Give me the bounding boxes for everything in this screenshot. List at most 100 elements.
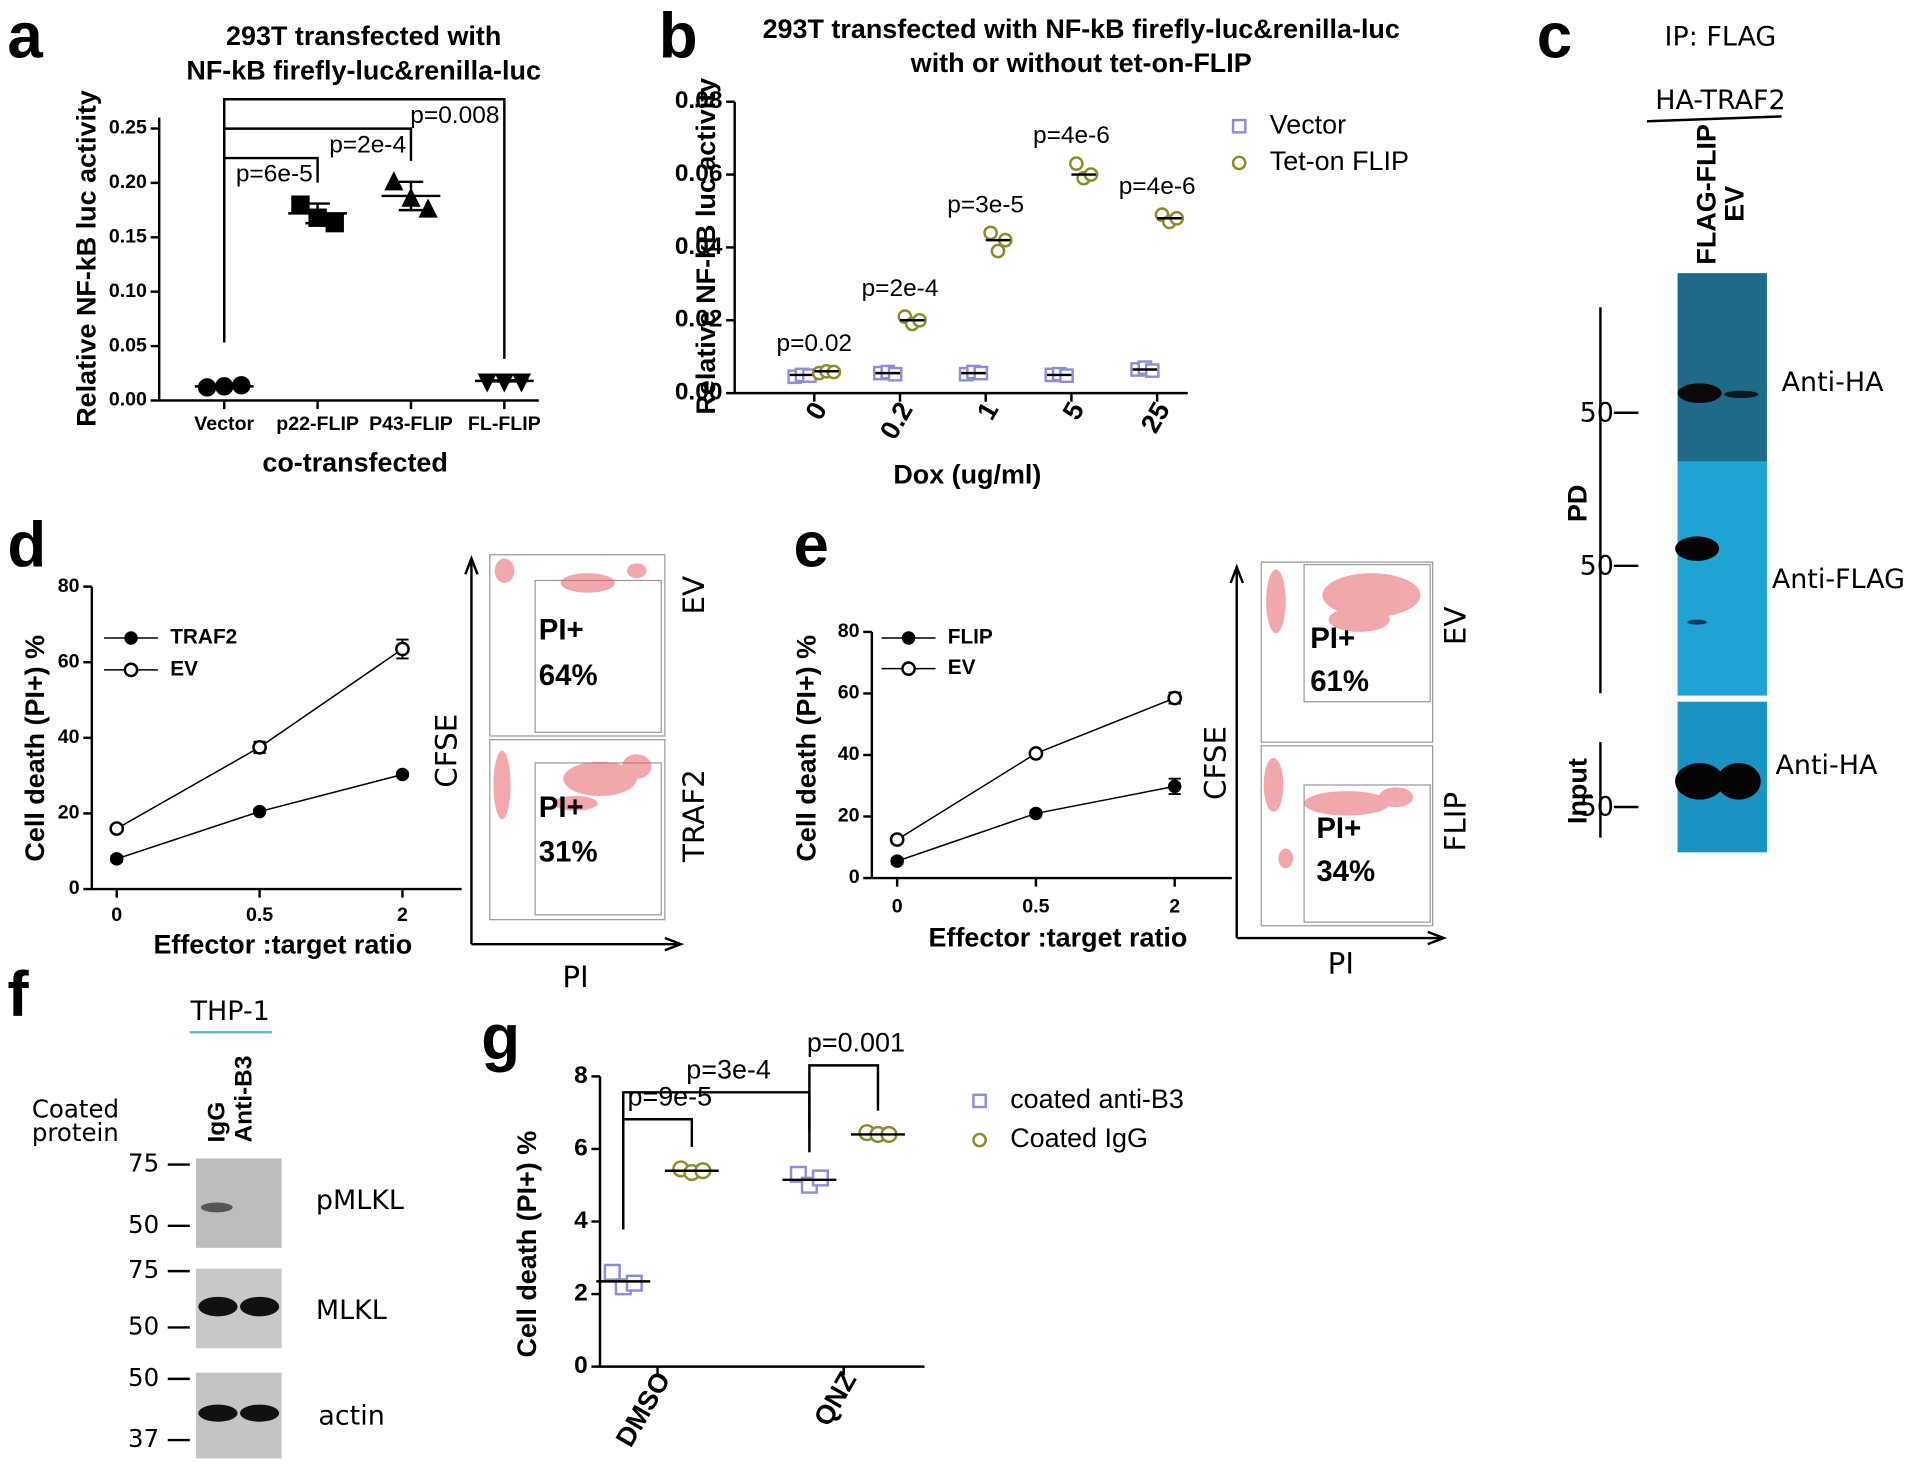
legend-marker bbox=[972, 1132, 987, 1148]
mw-marker: 50 bbox=[128, 1210, 159, 1239]
legend-label: EV bbox=[948, 656, 976, 679]
cell-line: THP-1 bbox=[190, 996, 270, 1027]
blot-title: IP: FLAG bbox=[1665, 22, 1777, 53]
band bbox=[200, 1202, 233, 1213]
marker bbox=[1068, 156, 1084, 171]
marker bbox=[890, 854, 904, 868]
y-tick-label: 0.25 bbox=[109, 117, 147, 139]
flow-density bbox=[1263, 569, 1421, 869]
error-bar bbox=[492, 379, 517, 383]
legend-marker bbox=[124, 631, 138, 645]
marker-ticks bbox=[167, 1163, 190, 1442]
significance-bracket bbox=[808, 1064, 880, 1132]
blot-membrane bbox=[195, 1158, 282, 1248]
panel-label: d bbox=[7, 510, 46, 581]
p-value: p=4e-6 bbox=[1033, 122, 1110, 149]
x-axis-label: Effector :target ratio bbox=[929, 922, 1188, 952]
p-value: p=0.02 bbox=[777, 330, 853, 357]
y-tick-label: 80 bbox=[838, 620, 860, 642]
x-tick-label: 0.5 bbox=[1022, 896, 1049, 918]
x-tick-label: 0 bbox=[111, 904, 122, 926]
gate-percent: 34% bbox=[1316, 855, 1375, 888]
flow-axes bbox=[1229, 563, 1448, 946]
y-tick-label: 2 bbox=[574, 1280, 588, 1307]
lane-label: EV bbox=[1719, 186, 1749, 222]
legend-marker bbox=[1231, 155, 1247, 171]
marker bbox=[990, 243, 1006, 259]
blot-f: THP-1 IgG Anti-B3 Coated protein 75 50 7… bbox=[32, 996, 404, 1459]
marker bbox=[1029, 806, 1043, 821]
lane-label: IgG bbox=[203, 1102, 230, 1143]
panel-label: e bbox=[793, 510, 828, 581]
band bbox=[1716, 762, 1761, 800]
flow-axes bbox=[464, 555, 685, 952]
band bbox=[1687, 619, 1707, 625]
band-label: Anti-HA bbox=[1782, 367, 1884, 398]
y-tick-label: 0.10 bbox=[109, 280, 147, 302]
y-tick-label: 0 bbox=[574, 1352, 588, 1379]
band-label: actin bbox=[318, 1400, 384, 1431]
marker bbox=[109, 821, 125, 836]
marker bbox=[511, 373, 532, 393]
error-bar bbox=[211, 384, 237, 389]
legend-label: TRAF2 bbox=[170, 626, 237, 649]
y-tick-label: 0.02 bbox=[675, 306, 723, 333]
band-label: Anti-FLAG bbox=[1772, 564, 1905, 595]
legend-label: Tet-on FLIP bbox=[1270, 146, 1409, 176]
y-tick-label: 60 bbox=[838, 682, 860, 704]
mw-marker: 75 bbox=[128, 1149, 159, 1178]
y-tick-label: 6 bbox=[574, 1134, 588, 1161]
marker bbox=[395, 641, 410, 657]
x-tick-label: p22-FLIP bbox=[276, 413, 359, 435]
marker bbox=[1028, 746, 1044, 761]
mw-marker: 50 bbox=[128, 1363, 159, 1392]
flow-y-label: CFSE bbox=[1199, 726, 1233, 800]
panel-label: f bbox=[7, 959, 29, 1030]
band-label: MLKL bbox=[316, 1295, 387, 1326]
underline bbox=[1646, 115, 1782, 123]
sample-label: EV bbox=[677, 576, 711, 615]
marker bbox=[1167, 690, 1183, 706]
flow-x-label: PI bbox=[1328, 946, 1354, 980]
flow-y-label: CFSE bbox=[430, 714, 464, 788]
y-tick-label: 0.00 bbox=[675, 379, 723, 406]
y-tick-label: 0.00 bbox=[109, 389, 147, 411]
band bbox=[1724, 390, 1759, 399]
sample-label: FLIP bbox=[1439, 792, 1473, 852]
chart-title: NF-kB firefly-luc&renilla-luc bbox=[186, 55, 541, 85]
p-value: p=3e-4 bbox=[686, 1055, 771, 1085]
marker bbox=[252, 739, 267, 755]
band bbox=[1677, 383, 1722, 403]
panel-label: a bbox=[7, 0, 43, 71]
y-tick-label: 0.15 bbox=[109, 225, 147, 247]
y-tick-label: 0 bbox=[849, 866, 860, 888]
p-value: p=6e-5 bbox=[236, 161, 313, 188]
chart-title: 293T transfected with bbox=[226, 21, 501, 51]
legend-label: EV bbox=[170, 657, 198, 680]
x-axis-label: Dox (ug/ml) bbox=[893, 460, 1041, 490]
legend-label: Coated IgG bbox=[1010, 1123, 1148, 1153]
flow-plot bbox=[1260, 745, 1434, 927]
legend-label: Vector bbox=[1270, 109, 1346, 139]
y-tick-label: 4 bbox=[574, 1207, 588, 1234]
y-axis-label: Cell death (PI+) % bbox=[791, 635, 821, 862]
error-bar bbox=[305, 202, 330, 225]
panel-label: c bbox=[1537, 0, 1572, 71]
row-label: protein bbox=[32, 1118, 119, 1147]
mw-marker: 50 bbox=[1580, 792, 1614, 823]
y-axis-label: Relative NF-kB luc activity bbox=[691, 78, 721, 415]
p-value: p=0.001 bbox=[807, 1028, 905, 1058]
gate-label: PI+ bbox=[1310, 622, 1355, 655]
panel-label: b bbox=[659, 0, 698, 71]
y-tick-label: 0 bbox=[69, 877, 80, 899]
legend-marker bbox=[123, 662, 139, 678]
legend-marker bbox=[972, 1093, 987, 1109]
x-tick-label: P43-FLIP bbox=[369, 413, 453, 435]
marker bbox=[477, 373, 497, 393]
blot-membrane bbox=[1677, 273, 1767, 462]
mw-marker: 50 bbox=[128, 1311, 159, 1340]
marker bbox=[252, 804, 267, 819]
y-tick-label: 0.04 bbox=[675, 233, 723, 260]
